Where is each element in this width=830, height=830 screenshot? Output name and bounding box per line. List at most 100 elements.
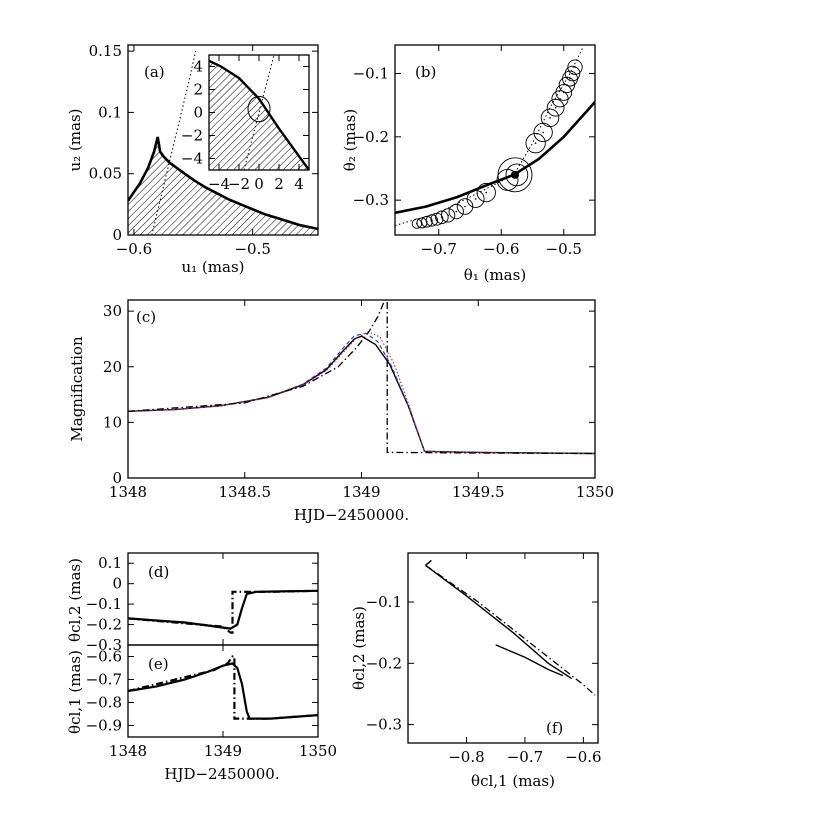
panel-d: 0.1 0 −0.1 −0.2 −0.3 (d)	[86, 552, 319, 654]
panel-a-ytick-label: 0	[112, 226, 122, 244]
image-point	[546, 98, 565, 117]
panel-c-frame	[127, 299, 596, 479]
image-point	[476, 182, 496, 203]
centroid-track-line	[425, 559, 432, 566]
image-center-dot	[542, 131, 544, 134]
image-point	[525, 133, 546, 154]
centroid-track-line	[495, 644, 564, 677]
inset-xtick-label: −4	[208, 175, 230, 193]
panel-d-ytick-label: −0.2	[86, 616, 122, 634]
inset-ytick-label: 0	[193, 104, 203, 122]
panel-c-ytick-label: 10	[103, 413, 122, 431]
panel-b-frame	[394, 44, 596, 236]
panel-b-plot	[395, 47, 595, 229]
image-point	[435, 210, 449, 225]
panel-d-ytick-label: 0.1	[98, 554, 122, 572]
panel-f-xlabel: θcl,1 (mas)	[471, 772, 555, 790]
image-center-dot	[485, 191, 488, 194]
panel-b-ytick-label: −0.2	[353, 128, 389, 146]
panel-c-ytick-label: 30	[103, 302, 122, 320]
panel-f: −0.8 −0.7 −0.6 −0.1 −0.2 −0.3 (f) θcl,1 (mas) θc…	[350, 552, 602, 790]
panel-a-ytick-label: 0.15	[89, 42, 122, 60]
image-point	[564, 65, 581, 82]
panel-f-ytick-label: −0.3	[366, 716, 402, 734]
panel-c-xtick-label: 1349	[342, 483, 380, 501]
panel-de-labels: θcl,2 (mas) θcl,1 (mas) HJD−2450000.	[66, 558, 280, 783]
panel-c-label: (c)	[136, 308, 156, 326]
panel-e-xtick-label: 1350	[299, 742, 337, 760]
inset-source-circle	[247, 95, 271, 123]
panel-d-plot	[128, 589, 318, 634]
image-point	[440, 208, 456, 223]
inset-xtick-label: 2	[274, 175, 284, 193]
panel-f-xtick-label: −0.6	[565, 748, 601, 766]
image-center-dot	[474, 198, 477, 200]
panel-a-ylabel: u₂ (mas)	[66, 108, 84, 171]
image-point	[505, 163, 529, 187]
panel-f-ytick-label: −0.1	[366, 593, 402, 611]
panel-a: −0.6 −0.5 0 0.05 0.1 0.15 (a) u₁ (mas) u₂ (mas) −…	[66, 42, 319, 276]
inset-hatch-region	[209, 60, 309, 170]
caustic-line	[128, 136, 318, 231]
panel-d-ytick-label: −0.3	[86, 636, 122, 654]
panel-c-ylabel: Magnification	[68, 336, 86, 442]
panel-d-ytick-label: 0	[112, 575, 122, 593]
panel-e-xlabel: HJD−2450000.	[164, 765, 279, 783]
panel-e-ytick-label: −0.9	[86, 717, 122, 735]
magnification-curve	[128, 332, 595, 455]
panel-b-ytick-label: −0.1	[353, 65, 389, 83]
image-point	[466, 189, 485, 208]
image-center-dot	[554, 106, 557, 109]
panel-e-xtick-label: 1348	[109, 742, 147, 760]
image-center-dot	[569, 77, 571, 80]
inset-ytick-label: −4	[181, 150, 203, 168]
centroid-track-line	[425, 564, 573, 680]
panel-e-ytick-label: −0.7	[86, 671, 122, 689]
panel-b-xtick-label: −0.6	[483, 240, 519, 258]
lens-point	[511, 170, 519, 179]
inset-xtick-label: 0	[254, 175, 264, 193]
image-point	[448, 203, 464, 220]
panel-a-ytick-label: 0.1	[98, 103, 122, 121]
inset-ytick-label: −2	[181, 127, 203, 145]
inset-ytick-label: 2	[193, 81, 203, 99]
panel-f-ytick-label: −0.2	[366, 654, 402, 672]
inset-plot	[208, 54, 310, 171]
image-point	[540, 108, 560, 128]
panel-c-xtick-label: 1350	[576, 483, 614, 501]
image-center-dot	[549, 117, 551, 119]
panel-f-xtick-label: −0.7	[507, 748, 543, 766]
panel-a-frame	[127, 44, 319, 236]
inset-xtick-label: 4	[294, 175, 304, 193]
panel-f-plot	[425, 559, 596, 696]
panel-d-centroid-curve	[128, 589, 318, 634]
panel-a-ytick-label: 0.05	[89, 165, 122, 183]
panel-c-xtick-label: 1349.5	[452, 483, 505, 501]
image-center-dot	[534, 142, 537, 144]
panel-c-xtick-label: 1348	[109, 483, 147, 501]
panel-c-plot	[128, 300, 595, 455]
panel-b: −0.7 −0.6 −0.5 −0.3 −0.2 −0.1 (b) θ₁ (mas) θ₂ (m…	[341, 44, 596, 284]
image-point	[497, 157, 533, 193]
image-center-dot	[464, 205, 466, 208]
panel-c-xlabel: HJD−2450000.	[294, 506, 409, 524]
panel-d-ytick-label: −0.1	[86, 595, 122, 613]
panel-d-centroid-curve	[128, 589, 318, 630]
image-center-dot	[447, 214, 449, 217]
panel-b-xtick-label: −0.7	[421, 240, 457, 258]
panel-c-xtick-label: 1348.5	[219, 483, 272, 501]
panel-e-ylabel: θcl,1 (mas)	[66, 650, 84, 734]
panel-a-xtick-label: −0.6	[116, 240, 152, 258]
inset-caustic-line	[208, 59, 310, 171]
plot-layer: −0.6 −0.5 0 0.05 0.1 0.15 (a) u₁ (mas) u₂ (mas) −…	[66, 42, 614, 790]
panel-f-ylabel: θcl,2 (mas)	[350, 606, 368, 690]
panel-b-xlabel: θ₁ (mas)	[464, 266, 526, 284]
panel-f-xtick-label: −0.8	[448, 748, 484, 766]
source-trajectory-line	[151, 50, 197, 235]
panel-c-ytick-label: 20	[103, 358, 122, 376]
centroid-track-line	[425, 564, 596, 696]
panel-f-frame	[407, 552, 599, 744]
panel-e-plot	[128, 655, 318, 720]
image-point	[421, 215, 433, 228]
